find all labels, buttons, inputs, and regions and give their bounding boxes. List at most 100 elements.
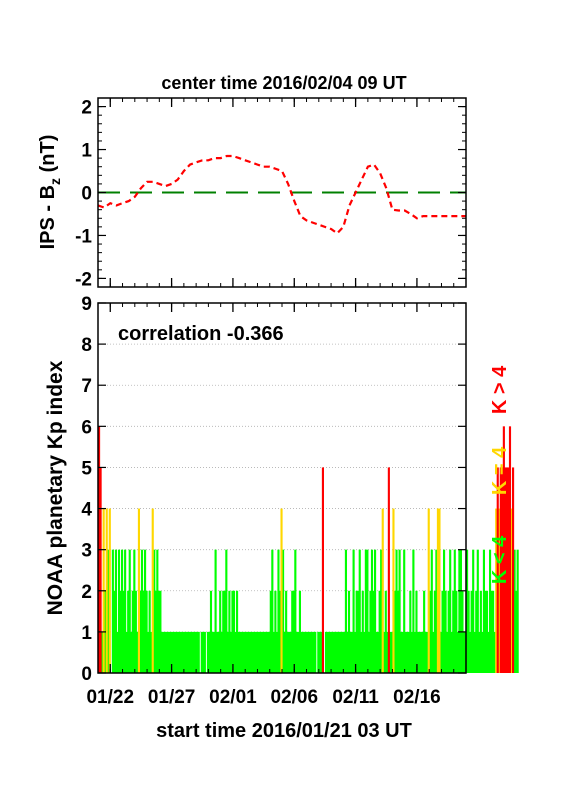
kp-bar <box>436 508 439 673</box>
kp-bar <box>140 549 144 673</box>
kp-bar <box>438 508 441 673</box>
kp-bar <box>209 590 213 673</box>
kp-bar <box>269 590 272 673</box>
kp-bar <box>427 508 430 673</box>
kp-bar <box>194 631 197 673</box>
kp-bar <box>124 549 127 673</box>
kp-bar <box>478 631 481 673</box>
kp-bar <box>308 631 311 673</box>
kp-bar <box>291 590 294 673</box>
kp-x-tick-label: 01/22 <box>86 687 134 708</box>
kp-bar <box>470 590 473 673</box>
kp-bar <box>114 549 117 673</box>
kp-bar <box>341 631 344 673</box>
kp-x-tick-label: 02/11 <box>332 687 379 708</box>
kp-bar <box>435 549 438 673</box>
kp-bar <box>507 467 510 673</box>
kp-bar <box>312 631 315 673</box>
kp-bar <box>426 631 429 673</box>
kp-bar <box>505 467 508 673</box>
kp-bar <box>392 508 395 673</box>
kp-bar <box>473 631 476 673</box>
kp-bar <box>259 631 262 673</box>
kp-y-tick-label: 2 <box>81 582 92 603</box>
kp-bar <box>137 508 140 673</box>
kp-bar <box>430 549 433 673</box>
kp-bar <box>188 631 191 673</box>
kp-bar <box>282 549 285 673</box>
kp-y-tick-label: 5 <box>81 458 92 479</box>
kp-bar <box>490 590 493 673</box>
kp-x-axis: 01/22 01/27 02/01 02/06 02/11 02/16 <box>86 303 467 708</box>
kp-bar <box>101 631 104 673</box>
kp-bar <box>142 590 145 673</box>
kp-bar <box>328 631 331 673</box>
kp-bar <box>283 631 286 673</box>
kp-bar <box>420 631 423 673</box>
chart-title: center time 2016/02/04 09 UT <box>161 73 406 93</box>
kp-bar <box>208 631 211 673</box>
kp-bar <box>412 549 415 673</box>
kp-bar <box>163 631 167 673</box>
top-y-tick-label: 0 <box>81 184 92 205</box>
kp-bar <box>306 631 309 673</box>
kp-bar <box>292 590 295 673</box>
kp-bar <box>311 631 314 673</box>
kp-bar <box>197 631 200 673</box>
kp-bar <box>443 549 446 673</box>
kp-bar <box>380 549 383 673</box>
kp-bar <box>476 549 479 673</box>
kp-x-tick-label: 02/06 <box>270 687 318 708</box>
kp-bar <box>145 590 148 673</box>
kp-bar <box>317 631 320 673</box>
kp-bar <box>154 590 157 673</box>
kp-bar <box>393 590 397 673</box>
kp-bar <box>108 508 111 673</box>
kp-bar <box>504 467 507 673</box>
kp-bar <box>444 590 447 673</box>
kp-bar <box>485 590 489 673</box>
kp-bar <box>272 631 275 673</box>
kp-bar <box>343 631 346 673</box>
top-y-tick-label: -2 <box>75 269 92 290</box>
kp-bar <box>389 631 392 673</box>
kp-bar <box>381 508 384 673</box>
kp-bar <box>335 631 338 673</box>
kp-bar <box>326 631 329 673</box>
kp-bar <box>128 549 131 673</box>
kp-bar <box>472 549 475 673</box>
kp-bar <box>467 590 470 673</box>
kp-bar <box>329 631 332 673</box>
kp-bar <box>268 631 271 673</box>
kp-bar <box>202 631 205 673</box>
kp-bar <box>130 631 133 673</box>
kp-bar <box>157 590 160 673</box>
kp-bar <box>447 590 450 673</box>
kp-bar <box>226 631 229 673</box>
kp-bar <box>239 631 242 673</box>
kp-bar <box>183 631 186 673</box>
kp-bar <box>219 590 222 673</box>
kp-bar <box>220 631 223 673</box>
kp-bar <box>456 631 459 673</box>
kp-bar <box>513 549 516 673</box>
kp-bar <box>318 631 321 673</box>
kp-bar <box>413 631 416 673</box>
kp-bar <box>213 631 216 673</box>
kp-bar <box>225 549 228 673</box>
kp-bar <box>245 631 248 673</box>
kp-bar <box>298 590 301 673</box>
kp-bar <box>228 590 231 673</box>
kp-bar <box>510 508 513 673</box>
kp-bar <box>179 631 182 673</box>
kp-bar <box>243 631 246 673</box>
x-axis-label: start time 2016/01/21 03 UT <box>156 720 412 742</box>
kp-bar <box>462 631 466 673</box>
kp-bar <box>487 631 490 673</box>
kp-bar <box>493 631 496 673</box>
kp-y-axis-label: NOAA planetary Kp index <box>44 360 67 615</box>
kp-y-tick-label: 8 <box>81 335 92 356</box>
kp-bar <box>240 631 243 673</box>
kp-bar <box>489 549 492 673</box>
